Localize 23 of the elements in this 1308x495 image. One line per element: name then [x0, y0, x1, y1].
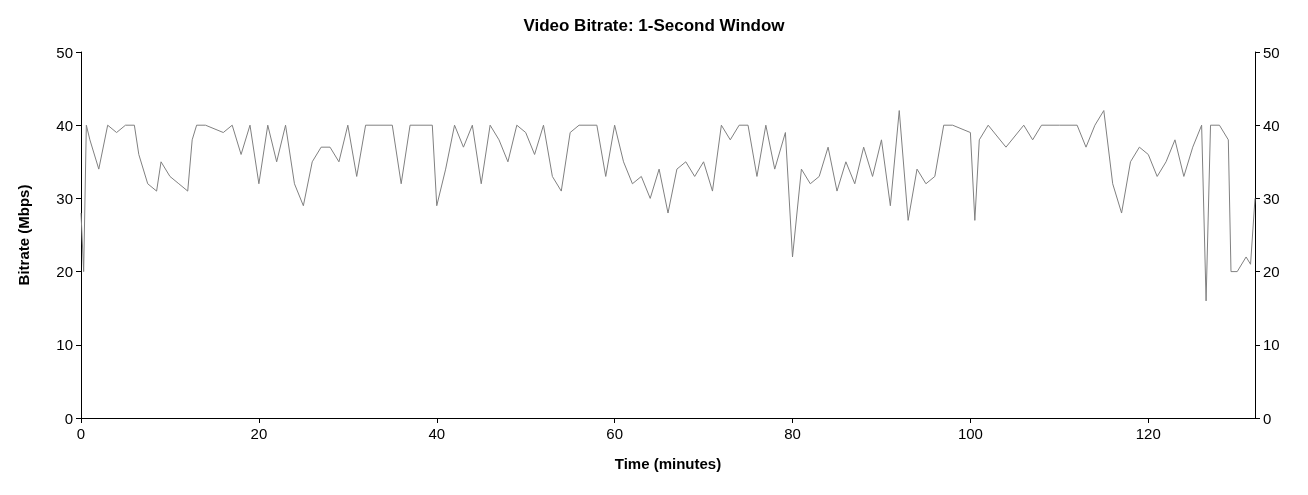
y-tick-label: 30	[56, 189, 73, 207]
chart-title: Video Bitrate: 1-Second Window	[523, 16, 786, 35]
y2-tick-label: 20	[1263, 263, 1280, 281]
y2-tick-label: 30	[1263, 189, 1280, 207]
x-tick-label: 80	[784, 425, 801, 442]
x-tick-label: 100	[957, 425, 983, 442]
x-axis-title: Time (minutes)	[614, 455, 722, 472]
y-tick-label: 50	[56, 43, 73, 61]
x-tick-label: 20	[250, 425, 268, 442]
x-tick-label: 0	[76, 425, 86, 442]
y-tick-label: 10	[56, 336, 73, 354]
y-tick-label: 0	[64, 409, 73, 427]
line-series	[80, 110, 1256, 302]
y2-tick-label: 50	[1263, 43, 1280, 61]
y2-tick-label: 40	[1263, 116, 1280, 134]
y2-tick-label: 0	[1263, 409, 1272, 427]
x-tick-label: 60	[606, 425, 623, 442]
x-tick-label: 120	[1135, 425, 1161, 442]
y-axis-title: Bitrate (Mbps)	[15, 184, 32, 286]
y2-tick-label: 10	[1263, 336, 1280, 354]
y-tick-label: 40	[56, 116, 73, 134]
y-tick-label: 20	[56, 263, 73, 281]
x-tick-label: 40	[428, 425, 446, 442]
